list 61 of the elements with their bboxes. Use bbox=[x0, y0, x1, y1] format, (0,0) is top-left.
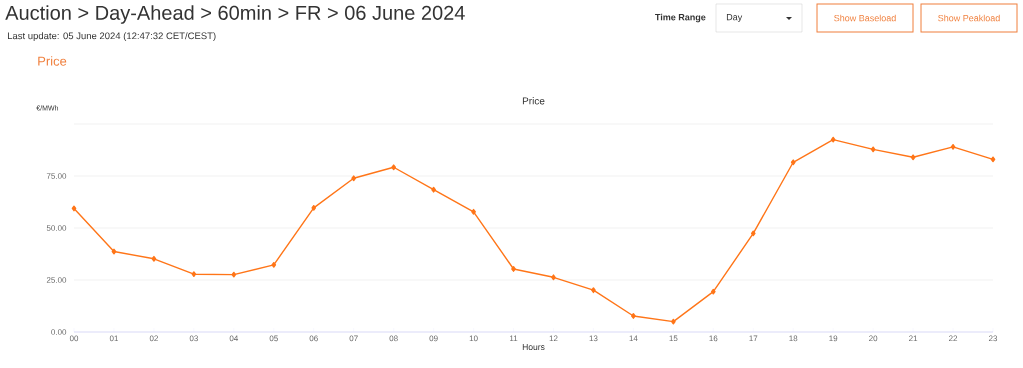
point bbox=[71, 205, 77, 212]
point bbox=[471, 208, 476, 215]
point bbox=[671, 318, 676, 325]
text: Time Range bbox=[655, 13, 706, 23]
x-tick-label: 03 bbox=[189, 335, 198, 342]
x-tick-label: 06 bbox=[309, 335, 318, 342]
y-tick-label: 25.00 bbox=[46, 277, 67, 283]
point bbox=[830, 136, 836, 143]
x-tick-label: 16 bbox=[709, 335, 718, 342]
x-tick-label: 08 bbox=[389, 335, 398, 342]
point bbox=[790, 159, 796, 166]
x-tick-label: 09 bbox=[429, 335, 438, 342]
y-tick-label: 50.00 bbox=[46, 225, 67, 231]
point bbox=[870, 146, 876, 153]
x-tick-label: 19 bbox=[829, 335, 838, 342]
x-tick-label: 18 bbox=[789, 335, 798, 342]
point bbox=[750, 230, 756, 237]
x-tick-label: 21 bbox=[909, 335, 918, 342]
point bbox=[990, 156, 996, 163]
x-tick-label: 02 bbox=[149, 335, 158, 342]
x-tick-label: 00 bbox=[69, 335, 79, 342]
y-tick-label: 75.00 bbox=[46, 173, 67, 179]
point bbox=[631, 313, 636, 319]
y-tick-label: 0.00 bbox=[51, 329, 67, 335]
text: Price bbox=[38, 56, 67, 66]
text: Day bbox=[726, 13, 743, 23]
text: Auction > Day-Ahead > 60min > FR > 06 June 2024 bbox=[5, 5, 465, 24]
x-tick-label: 04 bbox=[229, 335, 239, 342]
point bbox=[191, 271, 197, 278]
point bbox=[591, 287, 596, 294]
chart-subtitle: Last update: 05 June 2024 (12:47:32 CET/CEST) bbox=[7, 32, 216, 42]
text: Show Baseload bbox=[834, 14, 896, 22]
point bbox=[910, 154, 916, 161]
point bbox=[351, 175, 357, 182]
x-tick-label: 22 bbox=[949, 335, 958, 342]
point bbox=[271, 261, 277, 268]
x-tick-label: 11 bbox=[509, 335, 518, 342]
point bbox=[151, 255, 157, 262]
x-tick-label: 05 bbox=[269, 335, 278, 342]
x-tick-label: 15 bbox=[669, 335, 678, 342]
x-tick-label: 13 bbox=[589, 335, 598, 342]
point bbox=[311, 204, 317, 211]
x-tick-label: 17 bbox=[749, 335, 758, 342]
point bbox=[431, 186, 436, 193]
x-tick-label: 14 bbox=[629, 335, 638, 342]
point bbox=[511, 266, 516, 272]
x-axis-title: Hours bbox=[522, 344, 545, 350]
x-tick-label: 10 bbox=[469, 335, 478, 342]
x-tick-label: 01 bbox=[109, 335, 119, 342]
x-tick-label: 23 bbox=[988, 335, 998, 342]
point bbox=[551, 274, 556, 281]
chart-title: Price bbox=[522, 97, 545, 105]
point bbox=[950, 143, 956, 150]
point bbox=[710, 288, 716, 295]
point bbox=[391, 164, 397, 171]
point bbox=[111, 248, 117, 255]
point bbox=[231, 271, 237, 278]
text: Show Peakload bbox=[938, 14, 1000, 22]
x-tick-label: 07 bbox=[349, 335, 358, 342]
x-tick-label: 12 bbox=[549, 335, 558, 342]
x-tick-label: 20 bbox=[869, 335, 878, 342]
